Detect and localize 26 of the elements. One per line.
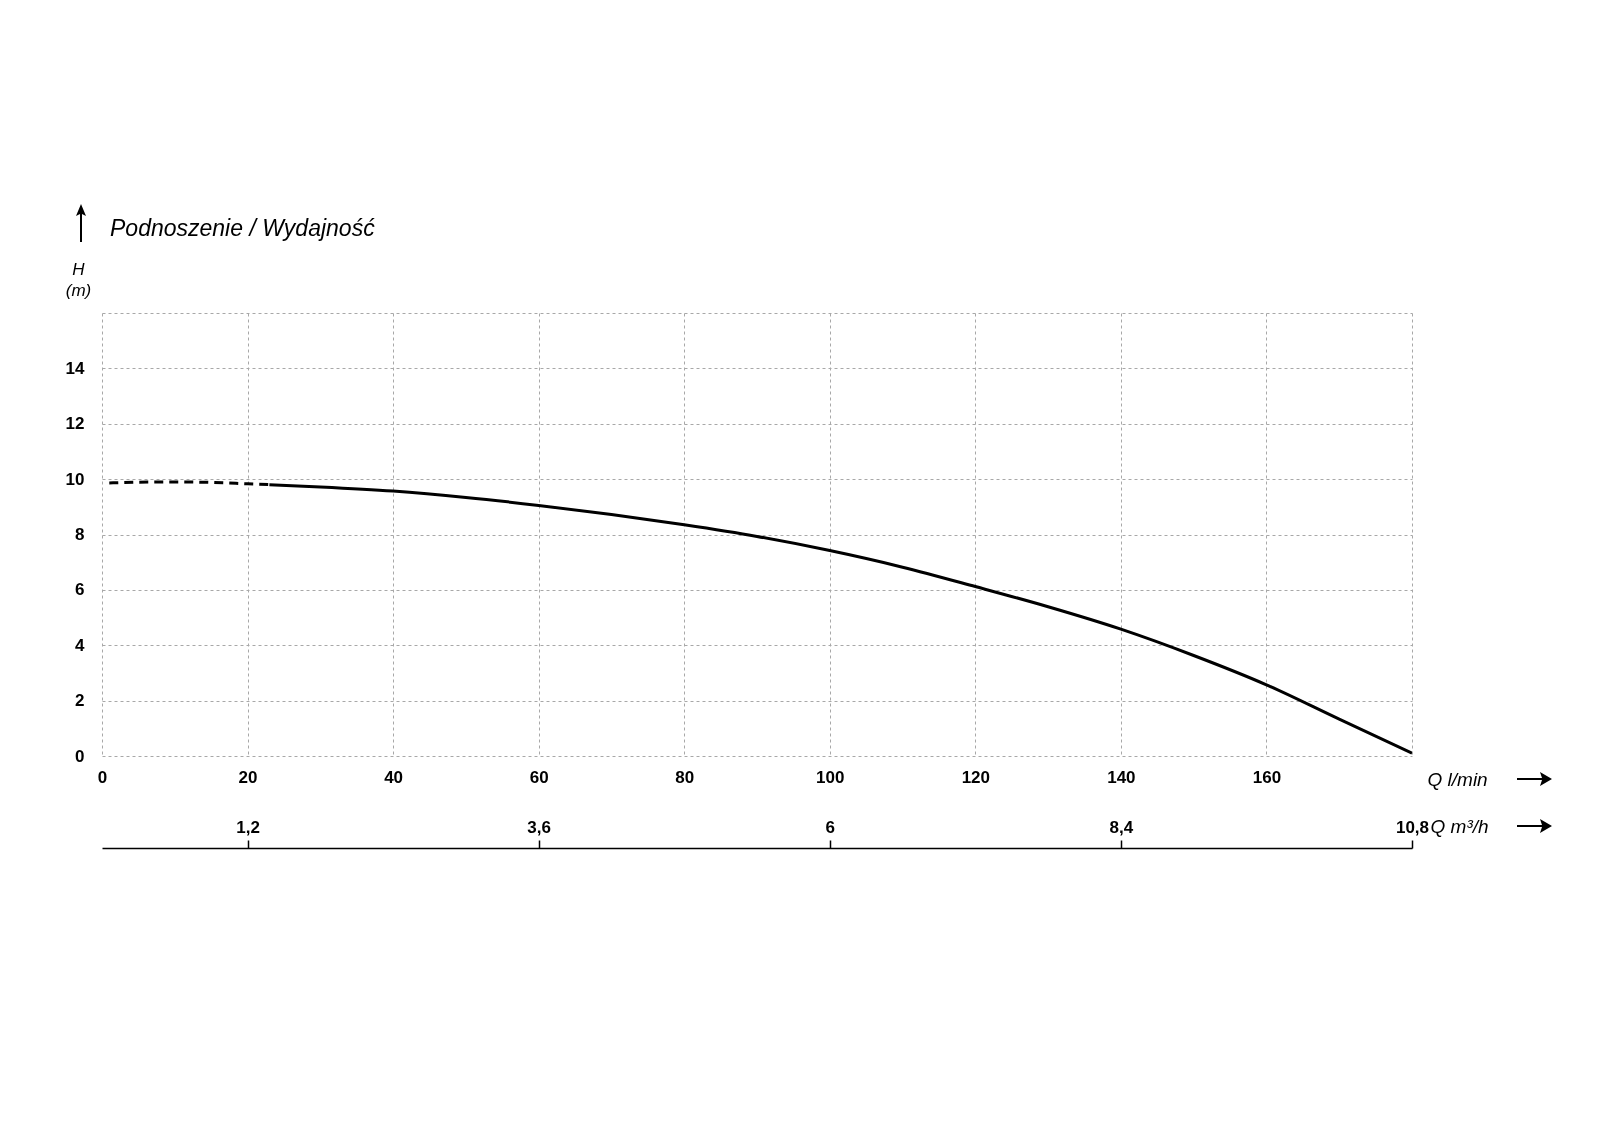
x-tick-label: 0 [97, 767, 108, 787]
x-tick-label: 140 [1107, 767, 1136, 787]
chart-title: Podnoszenie / Wydajność [110, 215, 376, 241]
y-tick-label: 12 [65, 414, 85, 434]
x-tick-label: 80 [675, 767, 695, 787]
y-tick-label: 6 [75, 580, 85, 600]
x2-tick-label: 3,6 [527, 817, 551, 837]
y-tick-label: 8 [75, 525, 85, 544]
x2-tick-label: 10,8 [1395, 817, 1430, 837]
x-tick-label: 100 [816, 767, 845, 787]
x2-tick-label: 6 [825, 817, 836, 837]
x-tick-label: 20 [238, 767, 258, 787]
x2-tick-label: 1,2 [236, 817, 260, 837]
y-tick-label: 14 [65, 358, 86, 378]
y-tick-label: 10 [65, 469, 85, 489]
x-tick-label: 60 [529, 767, 549, 787]
y-tick-label: 2 [75, 691, 85, 711]
y-tick-label: 0 [75, 746, 85, 766]
x-axis-title: Q l/min [1427, 768, 1488, 790]
x-tick-label: 120 [961, 767, 991, 787]
x2-axis-title: Q m³/h [1430, 815, 1489, 837]
x-tick-label: 160 [1252, 767, 1282, 787]
y-axis-title: H (m) [65, 259, 92, 300]
y-tick-label: 4 [75, 635, 86, 655]
x-tick-label: 40 [384, 767, 404, 787]
x2-tick-label: 8,4 [1109, 817, 1134, 837]
